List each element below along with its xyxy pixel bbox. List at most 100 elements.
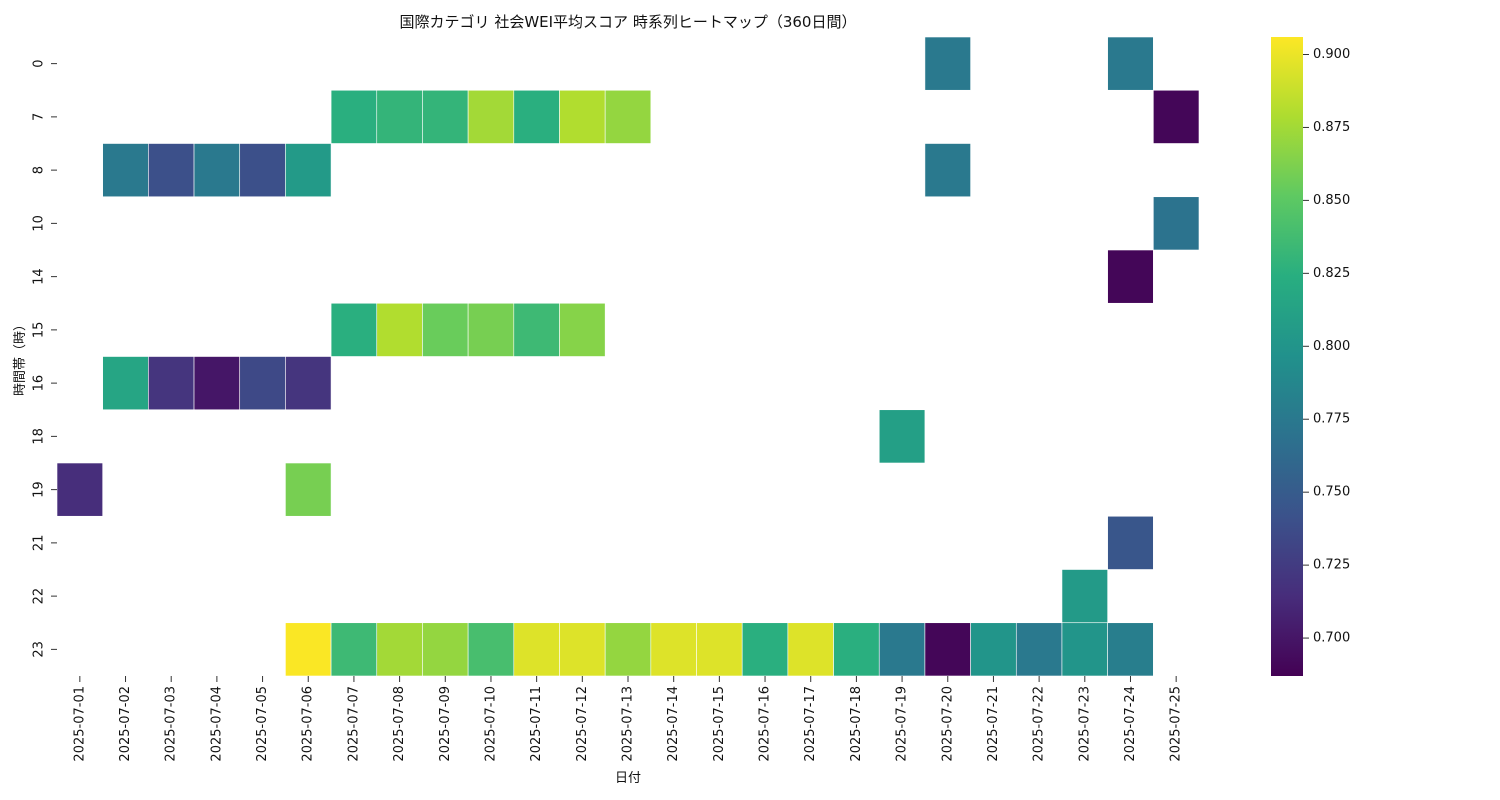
heatmap-cell	[1107, 249, 1154, 304]
heatmap-cell	[970, 622, 1017, 677]
heatmap-cell	[924, 36, 971, 91]
heatmap-cell	[513, 89, 560, 144]
x-tick-label: 2025-07-08	[392, 686, 407, 762]
y-tick-label: 15	[32, 322, 47, 339]
x-tick-label: 2025-07-16	[758, 686, 773, 762]
y-tick-label: 22	[32, 588, 47, 605]
heatmap-cell	[376, 302, 423, 357]
heatmap-cell	[696, 622, 743, 677]
heatmap-cell	[285, 356, 332, 411]
colorbar-tick-label: 0.750	[1313, 485, 1350, 500]
x-tick-label: 2025-07-23	[1077, 686, 1092, 762]
y-tick-label: 0	[32, 59, 47, 67]
heatmap-cell	[650, 622, 697, 677]
x-tick-label: 2025-07-12	[575, 686, 590, 762]
heatmap-cell	[376, 622, 423, 677]
heatmap-cell	[193, 143, 241, 198]
heatmap-cell	[422, 302, 469, 357]
colorbar-tick-label: 0.800	[1313, 339, 1350, 354]
heatmap-cell	[604, 622, 652, 677]
heatmap-cell	[559, 622, 606, 677]
heatmap-cell	[741, 622, 789, 677]
heatmap-cell	[285, 622, 332, 677]
x-tick-label: 2025-07-18	[849, 686, 864, 762]
colorbar-tick-label: 0.850	[1313, 193, 1350, 208]
heatmap-cell	[467, 622, 515, 677]
y-axis-ticks: 0 7 8 10 14 15 16 18 19 21 22 23	[32, 59, 57, 658]
heatmap-cell	[1061, 622, 1108, 677]
heatmap-cell	[604, 89, 652, 144]
heatmap-cells	[56, 36, 1200, 677]
heatmap-cell	[513, 302, 560, 357]
heatmap-cell	[148, 143, 195, 198]
y-tick-label: 7	[32, 113, 47, 121]
y-tick-label: 10	[32, 215, 47, 232]
x-tick-label: 2025-07-20	[940, 686, 955, 762]
x-tick-label: 2025-07-05	[255, 686, 270, 762]
heatmap-cell	[330, 302, 378, 357]
x-axis-title: 日付	[615, 771, 641, 786]
colorbar-ticks: 0.700 0.725 0.750 0.775 0.800 0.825 0.850 0.875…	[1303, 47, 1350, 646]
x-tick-label: 2025-07-21	[986, 686, 1001, 762]
chart-title: 国際カテゴリ 社会WEI平均スコア 時系列ヒートマップ（360日間）	[400, 13, 857, 31]
x-tick-label: 2025-07-15	[712, 686, 727, 762]
y-tick-label: 8	[32, 166, 47, 174]
heatmap-cell	[924, 143, 971, 198]
colorbar-tick-label: 0.825	[1313, 266, 1350, 281]
heatmap-cell	[878, 409, 926, 464]
heatmap-cell	[102, 143, 149, 198]
colorbar-tick-label: 0.775	[1313, 412, 1350, 427]
y-tick-label: 19	[32, 481, 47, 498]
heatmap-cell	[467, 302, 515, 357]
x-tick-label: 2025-07-07	[346, 686, 361, 762]
colorbar-tick-label: 0.875	[1313, 120, 1350, 135]
heatmap-cell	[285, 462, 332, 517]
x-tick-label: 2025-07-22	[1032, 686, 1047, 762]
heatmap-cell	[878, 622, 926, 677]
heatmap-cell	[422, 622, 469, 677]
heatmap-cell	[1153, 196, 1200, 251]
x-tick-label: 2025-07-09	[438, 686, 453, 762]
heatmap-cell	[467, 89, 515, 144]
x-axis-ticks: 2025-07-01 2025-07-02 2025-07-03 2025-07-04…	[72, 676, 1184, 762]
heatmap-cell	[924, 622, 971, 677]
y-tick-label: 18	[32, 428, 47, 445]
heatmap-cell	[239, 143, 286, 198]
heatmap-cell	[422, 89, 469, 144]
colorbar	[1271, 37, 1303, 676]
heatmap-cell	[1107, 36, 1154, 91]
x-tick-label: 2025-07-17	[803, 686, 818, 762]
x-tick-label: 2025-07-13	[621, 686, 636, 762]
y-tick-label: 23	[32, 641, 47, 658]
colorbar-tick-label: 0.900	[1313, 47, 1350, 62]
heatmap-cell	[1061, 569, 1108, 624]
heatmap-cell	[787, 622, 834, 677]
heatmap-cell	[1107, 515, 1154, 570]
heatmap-cell	[239, 356, 286, 411]
heatmap-cell	[193, 356, 241, 411]
x-tick-label: 2025-07-24	[1123, 686, 1138, 762]
colorbar-tick-label: 0.700	[1313, 631, 1350, 646]
x-tick-label: 2025-07-11	[529, 686, 544, 762]
y-tick-label: 21	[32, 535, 47, 552]
heatmap-cell	[330, 89, 378, 144]
heatmap-cell	[1153, 89, 1200, 144]
heatmap-cell	[56, 462, 103, 517]
heatmap-cell	[285, 143, 332, 198]
heatmap-cell	[1015, 622, 1063, 677]
y-axis-title: 時間帯（時）	[13, 318, 28, 396]
x-tick-label: 2025-07-25	[1169, 686, 1184, 762]
x-tick-label: 2025-07-02	[118, 686, 133, 762]
y-tick-label: 14	[32, 268, 47, 285]
x-tick-label: 2025-07-01	[72, 686, 87, 762]
heatmap-cell	[148, 356, 195, 411]
colorbar-tick-label: 0.725	[1313, 558, 1350, 573]
heatmap-cell	[559, 302, 606, 357]
x-tick-label: 2025-07-03	[164, 686, 179, 762]
x-tick-label: 2025-07-06	[301, 686, 316, 762]
y-tick-label: 16	[32, 375, 47, 392]
heatmap-cell	[102, 356, 149, 411]
heatmap-cell	[833, 622, 880, 677]
x-tick-label: 2025-07-14	[666, 686, 681, 762]
